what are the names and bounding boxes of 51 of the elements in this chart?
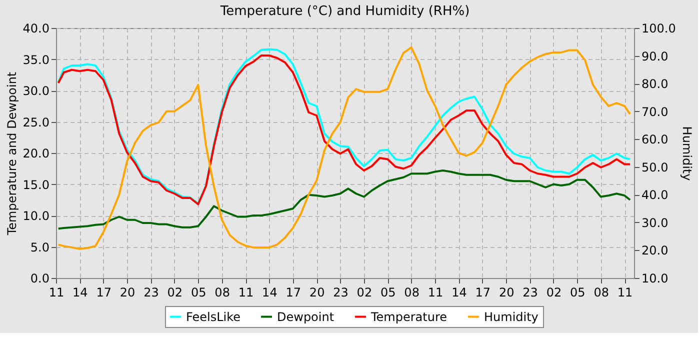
legend-label: Temperature	[370, 310, 448, 324]
y-tick-label: 15.0	[22, 178, 50, 192]
x-tick-label: 23	[522, 286, 538, 300]
x-tick-label: 23	[144, 286, 159, 300]
y-tick-label: 10.0	[22, 209, 50, 223]
y-axis-title: Temperature and Dewpoint	[4, 72, 19, 236]
x-tick-label: 17	[475, 286, 491, 300]
y-tick-label: 35.0	[22, 52, 50, 67]
y2-tick-label: 100.0	[642, 22, 676, 36]
x-tick-label: 11	[428, 286, 444, 300]
x-tick-label: 08	[594, 286, 609, 300]
x-tick-label: 23	[333, 286, 348, 300]
x-tick-label: 14	[452, 286, 467, 300]
x-tick-label: 08	[404, 286, 420, 300]
y2-tick-label: 40.0	[642, 188, 668, 202]
x-tick-label: 11	[238, 286, 254, 300]
legend-label: Dewpoint	[277, 310, 334, 324]
chart-title: Temperature (°C) and Humidity (RH%)	[219, 4, 470, 19]
x-tick-label: 11	[48, 286, 64, 300]
y2-tick-label: 70.0	[642, 104, 668, 119]
y-tick-label: 5.0	[30, 240, 50, 254]
y-tick-label: 30.0	[22, 84, 50, 98]
x-tick-label: 11	[617, 286, 633, 300]
y-tick-label: 20.0	[22, 146, 50, 160]
legend-label: Humidity	[484, 310, 538, 324]
x-tick-label: 17	[286, 286, 302, 300]
y2-tick-label: 10.0	[642, 272, 668, 286]
x-tick-label: 02	[356, 286, 372, 300]
y2-axis-title: Humidity	[680, 126, 694, 181]
x-tick-label: 02	[546, 286, 562, 300]
y2-tick-label: 30.0	[642, 216, 668, 230]
x-tick-label: 20	[309, 286, 325, 300]
legend-label: FeelsLike	[186, 310, 241, 324]
x-tick-label: 02	[167, 286, 183, 300]
y2-tick-label: 20.0	[642, 244, 668, 258]
y2-tick-label: 90.0	[642, 49, 668, 64]
x-tick-label: 08	[214, 286, 230, 300]
x-tick-label: 17	[96, 286, 112, 300]
y2-tick-label: 80.0	[642, 77, 668, 92]
y-tick-label: 25.0	[22, 115, 50, 130]
x-tick-label: 05	[380, 286, 396, 300]
y-tick-label: 0.0	[30, 272, 50, 286]
x-tick-label: 05	[190, 286, 206, 300]
x-tick-label: 14	[262, 286, 278, 300]
x-tick-label: 05	[570, 286, 586, 300]
x-tick-label: 20	[120, 286, 136, 300]
y2-tick-label: 50.0	[642, 160, 668, 174]
x-tick-label: 20	[498, 286, 514, 300]
x-tick-label: 14	[72, 286, 88, 300]
y2-tick-label: 60.0	[642, 132, 668, 147]
y-tick-label: 40.0	[22, 22, 50, 36]
